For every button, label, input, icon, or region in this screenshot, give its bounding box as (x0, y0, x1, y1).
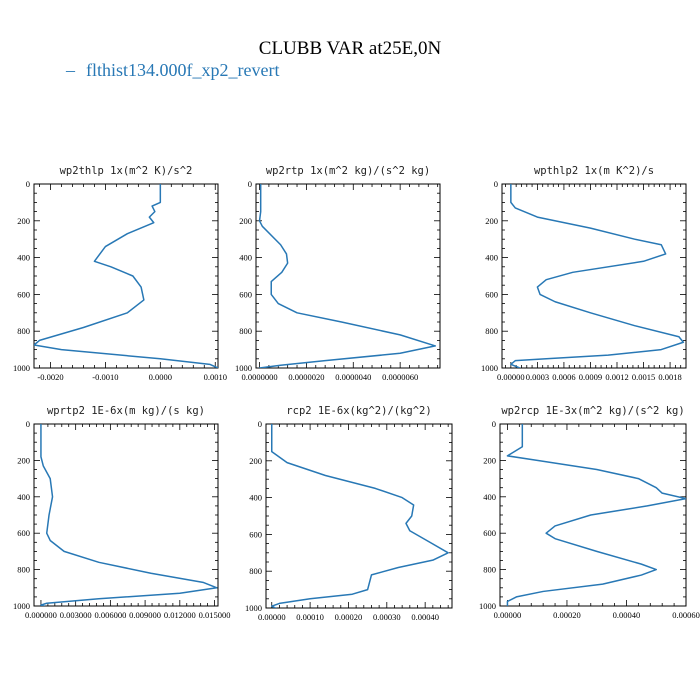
y-tick-label: 400 (17, 253, 30, 263)
x-tick-label: 0.0000 (149, 372, 172, 382)
x-tick-label: 0.00040 (411, 612, 439, 622)
x-tick-label: 0.0000060 (382, 372, 418, 382)
y-tick-label: 600 (485, 289, 498, 299)
series-line (258, 184, 437, 368)
y-tick-label: 800 (483, 565, 496, 575)
x-tick-label: 0.009000 (129, 610, 161, 620)
y-tick-label: 200 (249, 456, 262, 466)
legend: – flthist134.000f_xp2_revert (65, 60, 279, 80)
x-tick-label: 0.0009 (579, 372, 602, 382)
x-tick-label: 0.00020 (335, 612, 363, 622)
panel-title: rcp2 1E-6x(kg^2)/(kg^2) (286, 405, 431, 417)
series-line (510, 184, 685, 368)
y-tick-label: 800 (17, 565, 30, 575)
x-tick-label: 0.0018 (658, 372, 681, 382)
x-tick-label: 0.000000 (25, 610, 57, 620)
x-tick-label: 0.015000 (199, 610, 231, 620)
y-tick-label: 1000 (13, 363, 30, 373)
plot-frame (33, 423, 219, 607)
y-tick-label: 1000 (245, 603, 262, 613)
x-tick-label: -0.0020 (37, 372, 63, 382)
panel-1: wp2thlp 1x(m^2 K)/s^2 0 200 400 600 800 1000 -0… (13, 165, 227, 382)
legend-label: flthist134.000f_xp2_revert (86, 60, 279, 80)
plot-frame (265, 423, 453, 609)
x-tick-label: 0.00030 (373, 612, 401, 622)
x-tick-label: 0.0000020 (288, 372, 324, 382)
y-tick-label: 0 (26, 419, 30, 429)
plot-frame (33, 183, 219, 369)
y-tick-label: 0 (258, 419, 262, 429)
x-tick-label: 0.00010 (296, 612, 324, 622)
legend-marker: – (65, 60, 76, 80)
y-tick-label: 200 (239, 216, 252, 226)
series-line (34, 184, 218, 368)
x-tick-label: 0.00000 (258, 612, 286, 622)
y-tick-label: 800 (249, 566, 262, 576)
panel-3: wpthlp2 1x(m K^2)/s020040060080010000.00… (481, 165, 687, 382)
x-tick-label: 0.00040 (613, 610, 641, 620)
y-tick-label: 600 (239, 289, 252, 299)
y-tick-label: 400 (485, 253, 498, 263)
y-tick-label: 600 (483, 528, 496, 538)
x-tick-label: 0.0010 (204, 372, 227, 382)
x-tick-label: 0.0000040 (335, 372, 371, 382)
x-tick-label: 0.0003 (526, 372, 549, 382)
y-tick-label: 0 (26, 179, 30, 189)
x-tick-label: 0.0006 (552, 372, 575, 382)
panel-title: wp2rtp 1x(m^2 kg)/(s^2 kg) (266, 165, 430, 177)
y-tick-label: 200 (485, 216, 498, 226)
panel-title: wpthlp2 1x(m K^2)/s (534, 165, 654, 177)
x-tick-label: 0.0012 (605, 372, 628, 382)
panel-title: wp2thlp 1x(m^2 K)/s^2 (60, 165, 193, 177)
y-tick-label: 1000 (13, 601, 30, 611)
panel-4: wprtp2 1E-6x(m kg)/(s kg) 0 200 400 600 800 10… (13, 405, 230, 620)
panel-title: wprtp2 1E-6x(m kg)/(s kg) (47, 405, 205, 417)
x-tick-label: 0.006000 (94, 610, 126, 620)
y-tick-label: 200 (17, 455, 30, 465)
x-tick-label: 0.012000 (164, 610, 196, 620)
panel-2: wp2rtp 1x(m^2 kg)/(s^2 kg) 0 200 400 600 800 1… (235, 165, 441, 382)
y-tick-label: 800 (17, 326, 30, 336)
x-tick-label: 0.00000 (494, 610, 522, 620)
panel-5: rcp2 1E-6x(kg^2)/(kg^2) 0 200 400 600 800 1000… (245, 405, 453, 622)
x-tick-label: 0.0000000 (241, 372, 277, 382)
y-tick-label: 0 (494, 179, 498, 189)
y-tick-label: 600 (17, 289, 30, 299)
y-tick-label: 600 (17, 528, 30, 538)
panel-title: wp2rcp 1E-3x(m^2 kg)/(s^2 kg) (501, 405, 684, 417)
x-tick-label: 0.003000 (60, 610, 92, 620)
y-tick-label: 600 (249, 529, 262, 539)
y-tick-label: 800 (239, 326, 252, 336)
x-tick-label: 0.00060 (672, 610, 700, 620)
y-tick-label: 400 (249, 493, 262, 503)
panels: wp2thlp 1x(m^2 K)/s^2 0 200 400 600 800 1000 -0… (13, 165, 700, 622)
series-line (506, 424, 686, 606)
x-tick-label: 0.0015 (632, 372, 655, 382)
y-tick-label: 0 (248, 179, 252, 189)
figure-title: CLUBB VAR at25E,0N (259, 38, 442, 59)
plot-frame (501, 183, 687, 369)
y-tick-label: 1000 (479, 601, 496, 611)
y-tick-label: 200 (17, 216, 30, 226)
y-tick-label: 1000 (235, 363, 252, 373)
y-tick-label: 0 (492, 419, 496, 429)
y-tick-label: 400 (17, 492, 30, 502)
y-tick-label: 400 (239, 253, 252, 263)
y-tick-label: 400 (483, 492, 496, 502)
plot-frame (255, 183, 441, 369)
y-tick-label: 200 (483, 455, 496, 465)
y-tick-label: 1000 (481, 363, 498, 373)
panel-6: wp2rcp 1E-3x(m^2 kg)/(s^2 kg) 0 200 400 600 8… (479, 405, 700, 620)
x-tick-label: -0.0010 (92, 372, 118, 382)
y-tick-label: 800 (485, 326, 498, 336)
x-tick-label: 0.00020 (553, 610, 581, 620)
x-tick-label: 0.00000 (497, 372, 525, 382)
series-line (40, 424, 218, 606)
series-line (271, 424, 449, 608)
